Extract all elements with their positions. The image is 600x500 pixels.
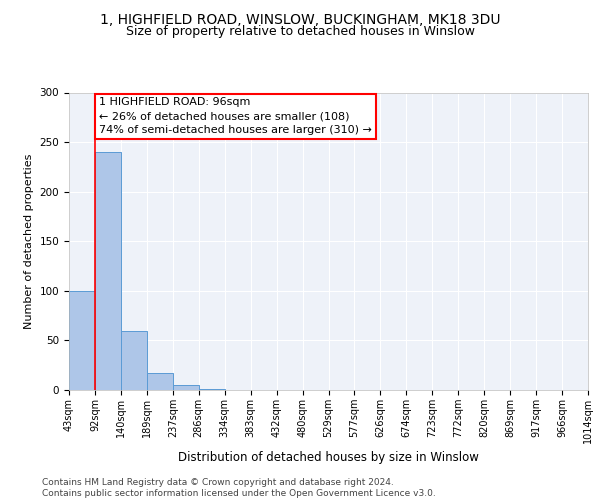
Text: 1, HIGHFIELD ROAD, WINSLOW, BUCKINGHAM, MK18 3DU: 1, HIGHFIELD ROAD, WINSLOW, BUCKINGHAM, … <box>100 12 500 26</box>
X-axis label: Distribution of detached houses by size in Winslow: Distribution of detached houses by size … <box>178 451 479 464</box>
Y-axis label: Number of detached properties: Number of detached properties <box>24 154 34 329</box>
Bar <box>95 152 121 390</box>
Bar <box>147 373 173 390</box>
Bar <box>69 291 95 390</box>
Bar <box>121 330 147 390</box>
Text: 1 HIGHFIELD ROAD: 96sqm
← 26% of detached houses are smaller (108)
74% of semi-d: 1 HIGHFIELD ROAD: 96sqm ← 26% of detache… <box>99 98 372 136</box>
Bar <box>199 389 224 390</box>
Bar <box>173 385 199 390</box>
Text: Contains HM Land Registry data © Crown copyright and database right 2024.
Contai: Contains HM Land Registry data © Crown c… <box>42 478 436 498</box>
Text: Size of property relative to detached houses in Winslow: Size of property relative to detached ho… <box>125 25 475 38</box>
